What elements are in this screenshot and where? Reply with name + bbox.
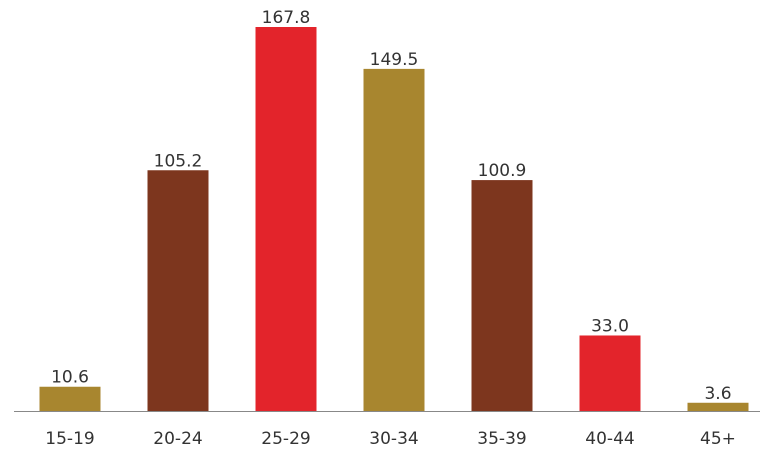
bar-15-19 (39, 386, 101, 411)
x-tick-label-45+: 45+ (700, 429, 736, 449)
x-tick-labels-group: 15-19 20-24 25-29 30-34 35-39 40-44 45+ (45, 429, 736, 449)
bar-40-44 (579, 335, 641, 411)
x-tick-label-40-44: 40-44 (585, 429, 634, 449)
x-tick-label-20-24: 20-24 (153, 429, 202, 449)
bars-group (39, 27, 749, 412)
value-label-35-39: 100.9 (478, 161, 527, 181)
bar-45+ (687, 402, 749, 411)
bar-30-34 (363, 68, 425, 412)
bar-20-24 (147, 170, 209, 411)
bar-35-39 (471, 180, 533, 411)
value-label-30-34: 149.5 (370, 50, 419, 70)
value-label-20-24: 105.2 (154, 151, 203, 171)
x-tick-label-30-34: 30-34 (369, 429, 418, 449)
value-label-15-19: 10.6 (51, 368, 89, 388)
value-label-25-29: 167.8 (262, 8, 311, 28)
value-label-45+: 3.6 (704, 384, 731, 404)
x-tick-label-15-19: 15-19 (45, 429, 94, 449)
value-labels-group: 10.6 105.2 167.8 149.5 100.9 33.0 3.6 (51, 8, 731, 404)
value-label-40-44: 33.0 (591, 316, 629, 336)
x-tick-label-25-29: 25-29 (261, 429, 310, 449)
bar-25-29 (255, 27, 317, 411)
x-tick-label-35-39: 35-39 (477, 429, 526, 449)
